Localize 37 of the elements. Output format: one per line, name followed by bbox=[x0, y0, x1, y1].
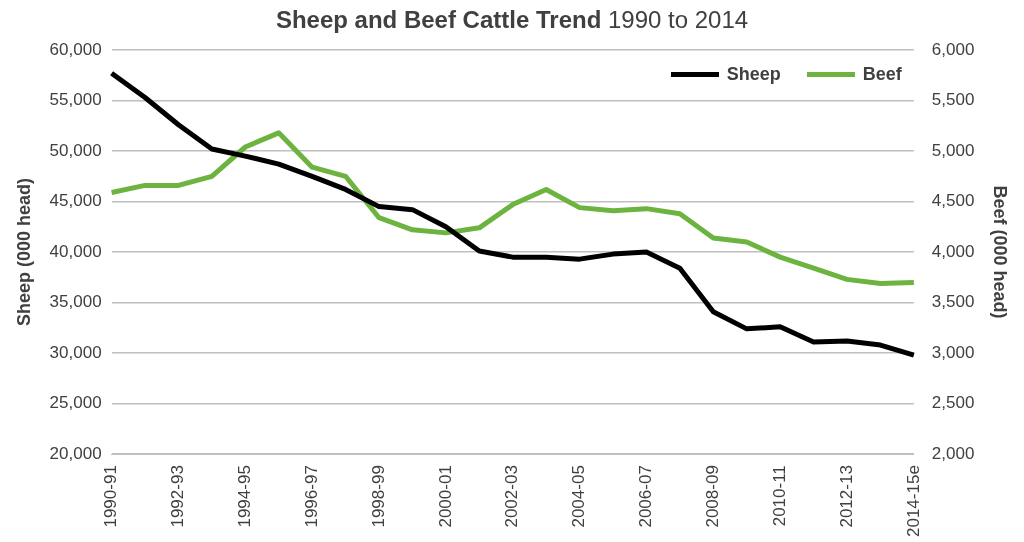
y-tick-label: 20,000 bbox=[49, 443, 102, 463]
y-tick-label: 25,000 bbox=[49, 393, 102, 413]
x-tick-label: 2012-13 bbox=[836, 465, 856, 528]
y-tick-label: 55,000 bbox=[49, 90, 102, 110]
x-tick-label: 2002-03 bbox=[502, 465, 522, 528]
y2-tick-label: 6,000 bbox=[931, 39, 975, 59]
chart-title: Sheep and Beef Cattle Trend bbox=[275, 6, 602, 33]
y2-tick-label: 5,000 bbox=[931, 140, 975, 160]
x-tick-label: 2006-07 bbox=[636, 465, 656, 528]
legend-label: Sheep bbox=[726, 64, 781, 85]
y-tick-label: 60,000 bbox=[49, 39, 102, 59]
y-tick-label: 35,000 bbox=[49, 292, 102, 312]
x-tick-label: 1990-91 bbox=[101, 465, 121, 528]
y2-tick-label: 4,000 bbox=[931, 241, 975, 261]
x-tick-label: 2010-11 bbox=[769, 465, 789, 527]
x-tick-label: 2004-05 bbox=[569, 465, 589, 528]
chart-subtitle: 1990 to 2014 bbox=[607, 6, 749, 33]
y2-tick-label: 2,000 bbox=[931, 443, 975, 463]
legend-label: Beef bbox=[862, 64, 902, 85]
y2-tick-label: 3,500 bbox=[931, 292, 975, 312]
y2-tick-label: 3,000 bbox=[931, 342, 975, 362]
x-tick-label: 1998-99 bbox=[368, 465, 388, 528]
y-tick-label: 40,000 bbox=[49, 241, 102, 261]
x-tick-label: 1992-93 bbox=[168, 465, 188, 528]
x-tick-label: 1996-97 bbox=[301, 465, 321, 528]
y2-axis-title: Beef (000 head) bbox=[990, 185, 1011, 319]
x-tick-label: 2008-09 bbox=[702, 465, 722, 528]
x-tick-label: 1994-95 bbox=[234, 465, 254, 528]
x-tick-label: 2000-01 bbox=[435, 465, 455, 528]
y2-tick-label: 4,500 bbox=[931, 191, 975, 211]
y-axis-title: Sheep (000 head) bbox=[13, 178, 34, 327]
y-tick-label: 45,000 bbox=[49, 191, 102, 211]
y2-tick-label: 2,500 bbox=[931, 393, 975, 413]
y-tick-label: 30,000 bbox=[49, 342, 102, 362]
y2-tick-label: 5,500 bbox=[931, 90, 975, 110]
x-tick-label: 2014-15e bbox=[903, 465, 923, 537]
y-tick-label: 50,000 bbox=[49, 140, 102, 160]
